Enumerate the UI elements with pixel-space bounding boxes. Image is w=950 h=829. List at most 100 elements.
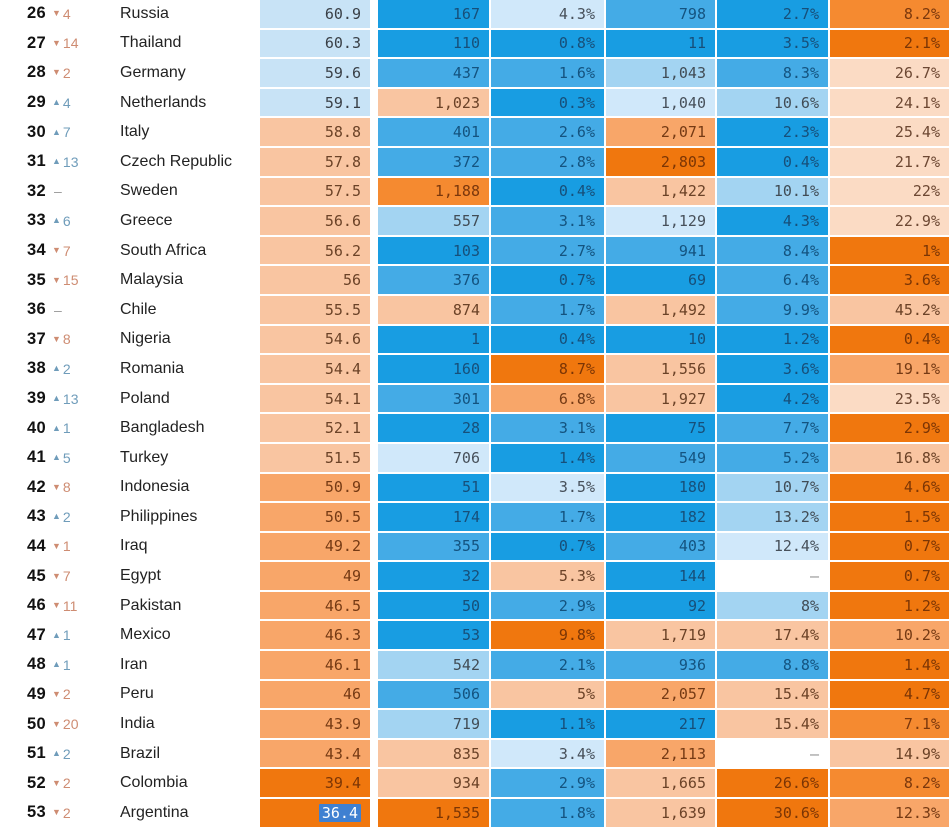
value-cell: 0.8% [491,29,604,58]
score-cell: 43.4 [260,739,370,768]
score-cell: 55.5 [260,295,370,324]
value-cell: 4.3% [491,0,604,28]
rank-change-arrow-icon: ▼ [52,688,61,699]
rank-label: 39 [27,389,46,408]
rank-label: 35 [27,270,46,289]
country-label: Indonesia [120,478,190,496]
rank-change: ▼ 4 [52,0,118,28]
value-cell: 2,071 [606,118,715,146]
country-label: Chile [120,300,157,318]
rank-change: ▲ 1 [52,651,118,679]
rank-change: ▲ 4 [52,89,118,117]
rank-label: 52 [27,773,46,792]
country-label: South Africa [120,241,207,259]
value-cell: 2.7% [717,0,828,28]
score-cell: 58.8 [260,118,370,146]
value-cell: 1,023 [378,88,489,117]
value-cell: – [717,562,828,590]
country-label: Iran [120,655,148,673]
value-cell: 2.7% [491,236,604,265]
rank-label: 43 [27,507,46,526]
column-separator [372,443,376,472]
value-cell: 12.3% [830,799,949,827]
rank-label: 26 [27,4,46,23]
value-cell: 2.9% [491,769,604,798]
score-cell: 52.1 [260,414,370,442]
country-label: Sweden [120,182,178,200]
value-cell: 8% [717,591,828,620]
value-cell: 2.6% [491,118,604,146]
table-row: 47 ▲ 1 Mexico 46.3 53 9.8% 1,719 17.4% 10.2% [0,621,950,650]
rank-change-value: 11 [62,597,78,614]
rank-change-value: 4 [62,94,71,111]
value-cell: 8.2% [830,769,949,798]
value-cell: 1,556 [606,355,715,383]
table-row: 33 ▲ 6 Greece 56.6 557 3.1% 1,129 4.3% 22.9% [0,207,950,235]
value-cell: 372 [378,147,489,176]
table-row: 49 ▼ 2 Peru 46 506 5% 2,057 15.4% 4.7% [0,680,950,709]
rank-label: 49 [27,684,46,703]
rank-change-arrow-icon: ▲ [52,659,61,670]
column-separator [372,384,376,413]
value-cell: 0.4% [491,177,604,206]
rank-label: 48 [27,655,46,674]
rank-change-arrow-icon: ▼ [52,807,61,818]
rank-label: 46 [27,596,46,615]
value-cell: 28 [378,414,489,442]
value-cell: 1,639 [606,799,715,827]
value-cell: 21.7% [830,147,949,176]
rank-change-value: 15 [62,272,79,289]
value-cell: 1,665 [606,769,715,798]
rank-change: ▼ 1 [52,533,118,561]
rank-change: ▼ 7 [52,562,118,590]
value-cell: 1,927 [606,384,715,413]
value-cell: 1.8% [491,799,604,827]
value-cell: 25.4% [830,118,949,146]
column-separator [372,651,376,679]
rank-change: ▼ 2 [52,799,118,827]
rank-change-arrow-icon: ▲ [52,629,61,640]
table-row: 37 ▼ 8 Nigeria 54.6 1 0.4% 10 1.2% 0.4% [0,325,950,354]
rank-label: 44 [27,536,46,555]
rank-change-arrow-icon: ▲ [52,97,61,108]
column-separator [372,799,376,827]
value-cell: 2.3% [717,118,828,146]
value-cell: 5.2% [717,443,828,472]
value-cell: 874 [378,295,489,324]
rank-change: ▲ 1 [52,621,118,649]
rank-change-arrow-icon: ▼ [52,37,61,48]
table-row: 27 ▼ 14 Thailand 60.3 110 0.8% 11 3.5% 2.1% [0,29,950,58]
value-cell: 1,492 [606,295,715,324]
value-cell: 1.4% [830,651,949,679]
country-label: Mexico [120,626,171,644]
score-cell: 56.2 [260,236,370,265]
rank-change-arrow-icon: ▼ [52,8,61,19]
value-cell: 7.7% [717,414,828,442]
table-row: 38 ▲ 2 Romania 54.4 160 8.7% 1,556 3.6% 19.1% [0,355,950,383]
country-label: Argentina [120,803,189,821]
table-row: 28 ▼ 2 Germany 59.6 437 1.6% 1,043 8.3% 26.7% [0,59,950,87]
rank-change-arrow-icon: ▼ [52,600,61,611]
value-cell: 376 [378,266,489,294]
rank-change: ▲ 6 [52,207,118,235]
selected-text-highlight: 36.4 [318,803,361,822]
value-cell: 30.6% [717,799,828,827]
value-cell: 557 [378,207,489,235]
value-cell: 180 [606,473,715,502]
table-row: 35 ▼ 15 Malaysia 56 376 0.7% 69 6.4% 3.6% [0,266,950,294]
value-cell: 4.2% [717,384,828,413]
rank-change-value: 7 [62,242,71,259]
rank-change-value: 1 [62,538,71,555]
rank-change: ▲ 13 [52,385,118,413]
value-cell: 10.6% [717,88,828,117]
column-separator [372,621,376,650]
column-separator [372,562,376,590]
rank-change-value: 20 [62,716,79,733]
value-cell: 1% [830,236,949,265]
value-cell: 1,719 [606,621,715,650]
value-cell: 26.6% [717,769,828,798]
column-separator [372,591,376,620]
rank-change: ▼ 8 [52,474,118,502]
rank-change-value: 4 [62,5,71,22]
